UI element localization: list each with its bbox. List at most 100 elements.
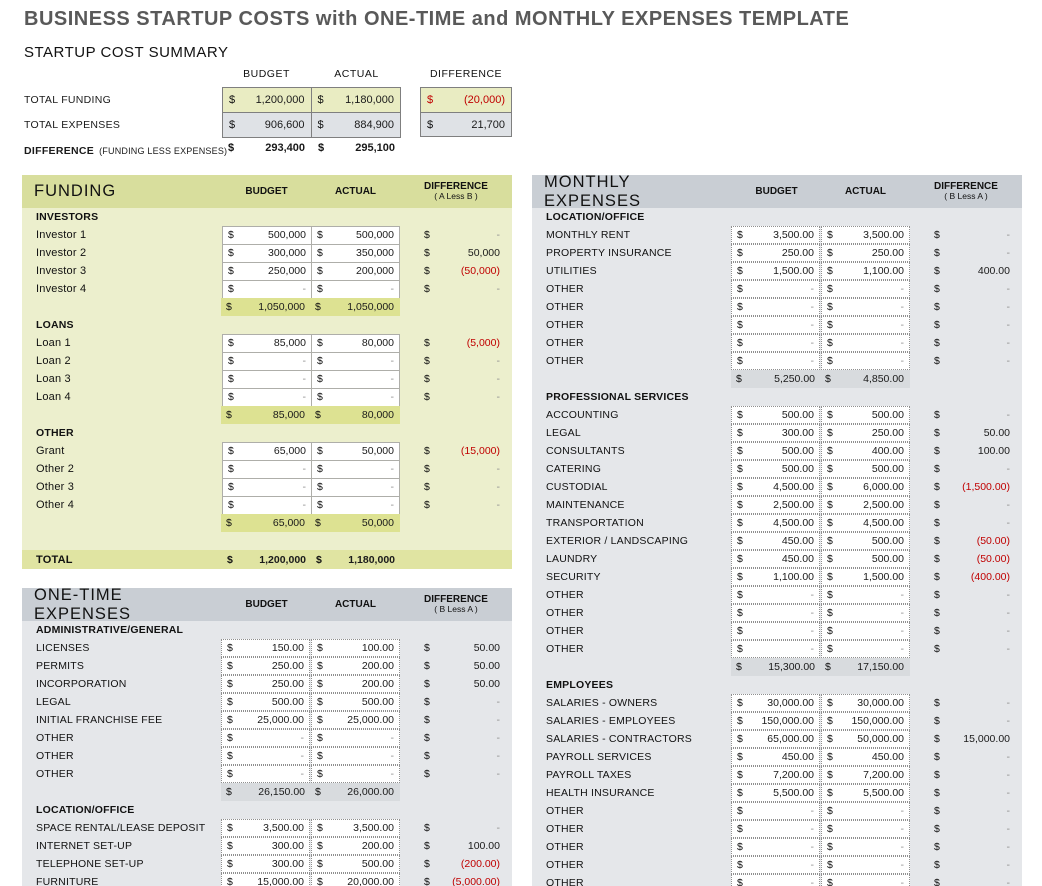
- actual-cell[interactable]: $500.00: [821, 406, 910, 424]
- actual-cell[interactable]: $200.00: [311, 675, 400, 693]
- budget-cell[interactable]: $ -: [731, 802, 820, 820]
- actual-cell[interactable]: $25,000.00: [311, 711, 400, 729]
- budget-cell[interactable]: $65,000: [222, 441, 311, 461]
- actual-cell[interactable]: $ -: [311, 477, 400, 497]
- actual-cell[interactable]: $ -: [311, 495, 400, 515]
- budget-cell[interactable]: $300.00: [731, 424, 820, 442]
- budget-cell[interactable]: $1,500.00: [731, 262, 820, 280]
- actual-cell[interactable]: $ -: [821, 604, 910, 622]
- budget-cell[interactable]: $300.00: [221, 855, 310, 873]
- budget-cell[interactable]: $30,000.00: [731, 694, 820, 712]
- budget-cell[interactable]: $450.00: [731, 550, 820, 568]
- budget-cell[interactable]: $4,500.00: [731, 514, 820, 532]
- actual-cell[interactable]: $ -: [821, 802, 910, 820]
- actual-cell[interactable]: $400.00: [821, 442, 910, 460]
- budget-cell[interactable]: $450.00: [731, 532, 820, 550]
- budget-cell[interactable]: $150,000.00: [731, 712, 820, 730]
- actual-cell[interactable]: $80,000: [311, 333, 400, 353]
- budget-cell[interactable]: $ -: [222, 495, 311, 515]
- actual-cell[interactable]: $50,000.00: [821, 730, 910, 748]
- actual-cell[interactable]: $200.00: [311, 837, 400, 855]
- actual-cell[interactable]: $ -: [311, 279, 400, 299]
- actual-cell[interactable]: $6,000.00: [821, 478, 910, 496]
- actual-cell[interactable]: $ -: [821, 640, 910, 658]
- actual-cell[interactable]: $ -: [821, 856, 910, 874]
- actual-cell[interactable]: $30,000.00: [821, 694, 910, 712]
- actual-cell[interactable]: $ -: [311, 369, 400, 389]
- budget-cell[interactable]: $ -: [731, 604, 820, 622]
- actual-cell[interactable]: $1,500.00: [821, 568, 910, 586]
- actual-cell[interactable]: $ -: [311, 459, 400, 479]
- actual-cell[interactable]: $ -: [311, 765, 400, 783]
- actual-cell[interactable]: $ -: [311, 387, 400, 407]
- budget-cell[interactable]: $500.00: [731, 406, 820, 424]
- actual-cell[interactable]: $ -: [311, 729, 400, 747]
- budget-cell[interactable]: $ -: [731, 820, 820, 838]
- budget-cell[interactable]: $ -: [731, 640, 820, 658]
- actual-cell[interactable]: $ -: [821, 586, 910, 604]
- actual-cell[interactable]: $250.00: [821, 424, 910, 442]
- actual-cell[interactable]: $ -: [821, 298, 910, 316]
- budget-cell[interactable]: $ -: [731, 298, 820, 316]
- budget-cell[interactable]: $ -: [731, 334, 820, 352]
- actual-cell[interactable]: $3,500.00: [311, 819, 400, 837]
- budget-cell[interactable]: $ -: [731, 856, 820, 874]
- actual-cell[interactable]: $3,500.00: [821, 226, 910, 244]
- budget-cell[interactable]: $500.00: [221, 693, 310, 711]
- budget-cell[interactable]: $500.00: [731, 460, 820, 478]
- budget-cell[interactable]: $250,000: [222, 261, 311, 281]
- actual-cell[interactable]: $250.00: [821, 244, 910, 262]
- budget-cell[interactable]: $ -: [731, 838, 820, 856]
- budget-cell[interactable]: $250.00: [221, 675, 310, 693]
- actual-cell[interactable]: $500.00: [821, 460, 910, 478]
- budget-cell[interactable]: $25,000.00: [221, 711, 310, 729]
- actual-cell[interactable]: $7,200.00: [821, 766, 910, 784]
- actual-cell[interactable]: $350,000: [311, 243, 400, 263]
- budget-cell[interactable]: $500,000: [222, 225, 311, 245]
- budget-cell[interactable]: $2,500.00: [731, 496, 820, 514]
- actual-cell[interactable]: $20,000.00: [311, 873, 400, 886]
- actual-cell[interactable]: $200,000: [311, 261, 400, 281]
- actual-cell[interactable]: $4,500.00: [821, 514, 910, 532]
- budget-cell[interactable]: $ -: [222, 459, 311, 479]
- actual-cell[interactable]: $ -: [821, 280, 910, 298]
- actual-cell[interactable]: $ -: [821, 838, 910, 856]
- budget-cell[interactable]: $ -: [222, 387, 311, 407]
- actual-cell[interactable]: $ -: [821, 352, 910, 370]
- budget-cell[interactable]: $7,200.00: [731, 766, 820, 784]
- actual-cell[interactable]: $450.00: [821, 748, 910, 766]
- budget-cell[interactable]: $300.00: [221, 837, 310, 855]
- actual-cell[interactable]: $ -: [311, 351, 400, 371]
- actual-cell[interactable]: $5,500.00: [821, 784, 910, 802]
- budget-cell[interactable]: $250.00: [731, 244, 820, 262]
- budget-cell[interactable]: $150.00: [221, 639, 310, 657]
- budget-cell[interactable]: $85,000: [222, 333, 311, 353]
- actual-cell[interactable]: $ -: [821, 622, 910, 640]
- budget-cell[interactable]: $ -: [731, 316, 820, 334]
- budget-cell[interactable]: $ -: [222, 279, 311, 299]
- actual-cell[interactable]: $500.00: [311, 855, 400, 873]
- budget-cell[interactable]: $450.00: [731, 748, 820, 766]
- actual-cell[interactable]: $ -: [821, 874, 910, 886]
- actual-cell[interactable]: $50,000: [311, 441, 400, 461]
- budget-cell[interactable]: $ -: [221, 765, 310, 783]
- budget-cell[interactable]: $5,500.00: [731, 784, 820, 802]
- budget-cell[interactable]: $ -: [222, 477, 311, 497]
- budget-cell[interactable]: $250.00: [221, 657, 310, 675]
- actual-cell[interactable]: $100.00: [311, 639, 400, 657]
- budget-cell[interactable]: $1,100.00: [731, 568, 820, 586]
- budget-cell[interactable]: $ -: [221, 729, 310, 747]
- budget-cell[interactable]: $4,500.00: [731, 478, 820, 496]
- budget-cell[interactable]: $ -: [731, 622, 820, 640]
- actual-cell[interactable]: $ -: [821, 316, 910, 334]
- budget-cell[interactable]: $15,000.00: [221, 873, 310, 886]
- budget-cell[interactable]: $ -: [731, 586, 820, 604]
- actual-cell[interactable]: $1,100.00: [821, 262, 910, 280]
- budget-cell[interactable]: $65,000.00: [731, 730, 820, 748]
- budget-cell[interactable]: $ -: [731, 352, 820, 370]
- budget-cell[interactable]: $ -: [222, 369, 311, 389]
- budget-cell[interactable]: $ -: [222, 351, 311, 371]
- actual-cell[interactable]: $150,000.00: [821, 712, 910, 730]
- actual-cell[interactable]: $2,500.00: [821, 496, 910, 514]
- budget-cell[interactable]: $500.00: [731, 442, 820, 460]
